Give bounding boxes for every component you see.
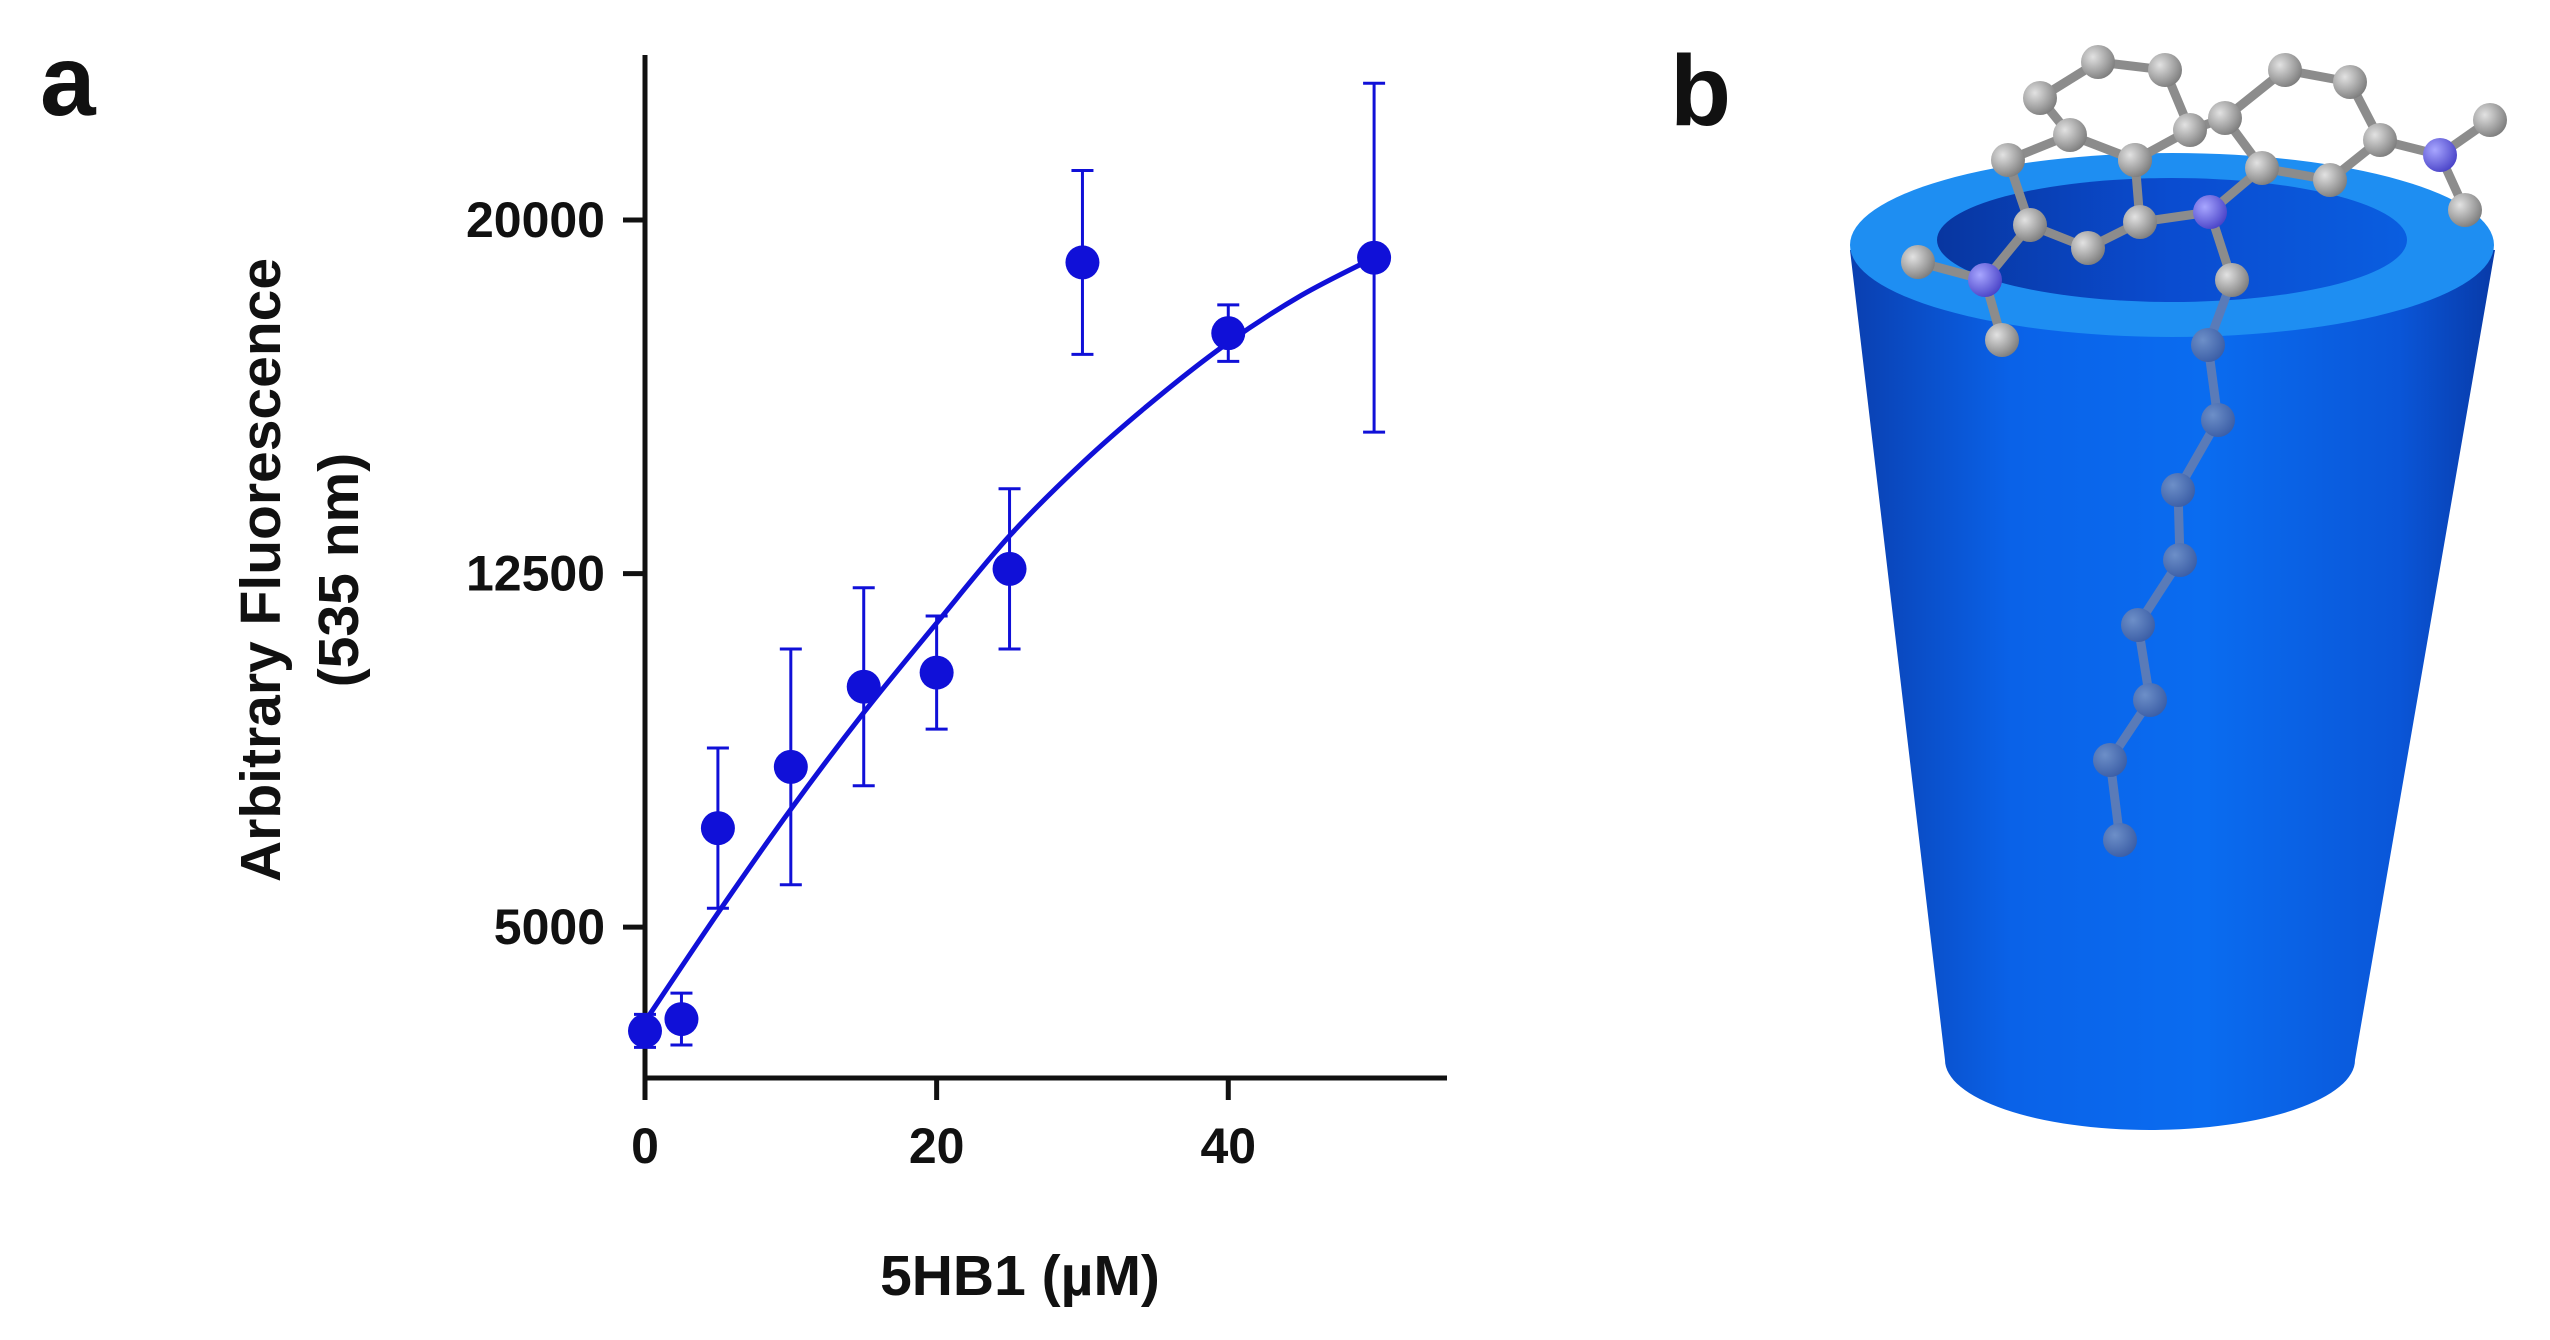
carbon-atom bbox=[2448, 193, 2482, 227]
data-point bbox=[1357, 240, 1392, 275]
carbon-atom bbox=[2071, 231, 2105, 265]
data-point bbox=[664, 1002, 699, 1037]
data-point bbox=[773, 749, 808, 784]
carbon-atom bbox=[2023, 81, 2057, 115]
carbon-atom bbox=[2081, 45, 2115, 79]
carbon-atom bbox=[2121, 608, 2155, 642]
carbon-atom bbox=[2268, 53, 2302, 87]
y-tick-label: 12500 bbox=[466, 546, 605, 602]
carbon-atom bbox=[2473, 103, 2507, 137]
carbon-atom bbox=[2013, 208, 2047, 242]
carbon-atom bbox=[2161, 473, 2195, 507]
data-point bbox=[919, 655, 954, 690]
nitrogen-atom bbox=[2423, 138, 2457, 172]
carbon-atom bbox=[2191, 328, 2225, 362]
carbon-atom bbox=[1991, 143, 2025, 177]
carbon-atom bbox=[2118, 143, 2152, 177]
carbon-atom bbox=[2201, 403, 2235, 437]
y-tick-label: 20000 bbox=[466, 192, 605, 248]
chart-ticks: 5000 12500 20000 0 20 40 bbox=[466, 192, 1256, 1174]
y-axis-title-line1: Arbitrary Fluorescence bbox=[229, 258, 293, 882]
cylinder-opening bbox=[1937, 178, 2407, 302]
data-point bbox=[700, 811, 735, 846]
nitrogen-atom bbox=[2193, 195, 2227, 229]
panel-label-b: b bbox=[1670, 35, 1731, 147]
carbon-atom bbox=[2313, 163, 2347, 197]
carbon-atom bbox=[2133, 683, 2167, 717]
carbon-atom bbox=[2333, 65, 2367, 99]
chart-axes bbox=[642, 55, 1447, 1081]
carbon-atom bbox=[2123, 205, 2157, 239]
data-points bbox=[628, 240, 1392, 1048]
x-axis-title: 5HB1 (µM) bbox=[880, 1244, 1160, 1308]
data-point bbox=[1065, 245, 1100, 280]
carbon-atom bbox=[2173, 113, 2207, 147]
data-point bbox=[628, 1013, 662, 1048]
data-point bbox=[992, 551, 1027, 586]
nitrogen-atom bbox=[1968, 263, 2002, 297]
data-point bbox=[1211, 316, 1246, 351]
dye-molecule bbox=[1901, 45, 2507, 857]
carbon-atom bbox=[2103, 823, 2137, 857]
cylinder-body bbox=[1850, 250, 2495, 1130]
carbon-atom bbox=[1901, 245, 1935, 279]
carbon-atom bbox=[1985, 323, 2019, 357]
nanotube-illustration bbox=[1850, 45, 2507, 1130]
carbon-atom bbox=[2363, 123, 2397, 157]
y-tick-label: 5000 bbox=[494, 899, 605, 955]
x-tick-label: 40 bbox=[1200, 1118, 1256, 1174]
carbon-atom bbox=[2093, 743, 2127, 777]
y-axis-title-line2: (535 nm) bbox=[307, 453, 371, 687]
carbon-atom bbox=[2163, 543, 2197, 577]
data-point bbox=[846, 669, 881, 704]
carbon-atom bbox=[2148, 53, 2182, 87]
carbon-atom bbox=[2208, 101, 2242, 135]
carbon-atom bbox=[2245, 151, 2279, 185]
fluorescence-chart: 5000 12500 20000 0 20 40 5HB1 (µM) Arbitrary … bbox=[229, 55, 1447, 1308]
carbon-atom bbox=[2215, 263, 2249, 297]
carbon-atom bbox=[2053, 118, 2087, 152]
x-tick-label: 0 bbox=[631, 1118, 659, 1174]
panel-label-a: a bbox=[40, 25, 97, 137]
x-tick-label: 20 bbox=[909, 1118, 965, 1174]
